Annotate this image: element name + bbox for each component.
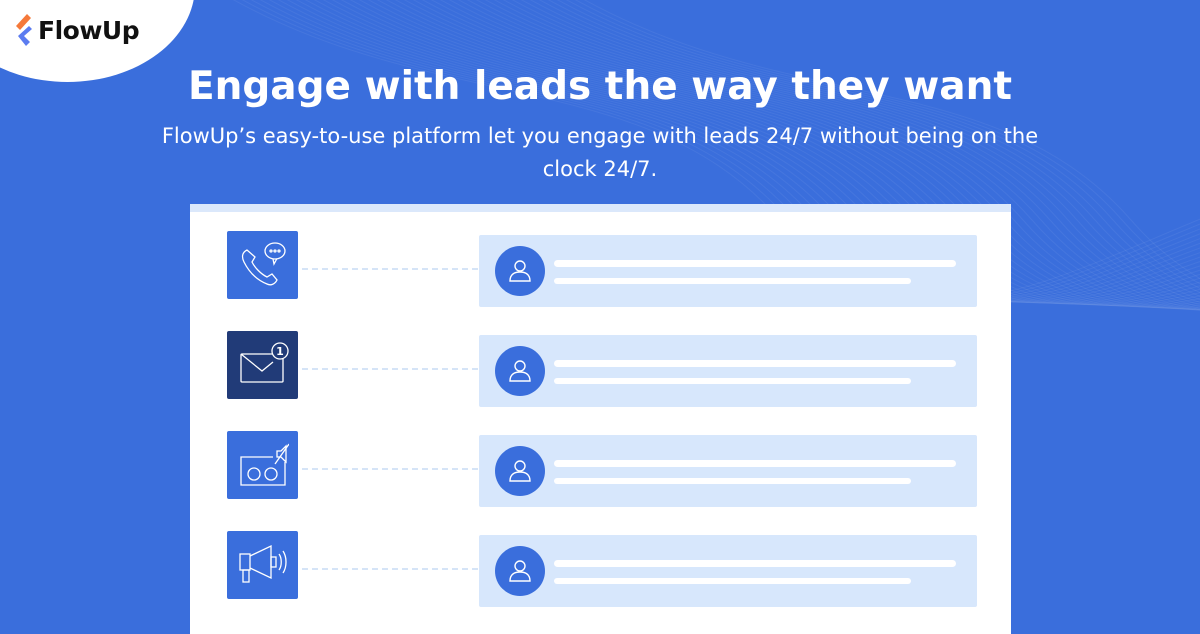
phone-chat-icon [227, 231, 298, 299]
wave-line [566, 0, 1200, 289]
wave-line [422, 0, 1200, 308]
user-avatar-icon [495, 246, 545, 296]
wave-line [512, 0, 1200, 308]
user-avatar-icon [495, 546, 545, 596]
notification-badge: 1 [276, 345, 284, 358]
engagement-card: 1 [190, 204, 1011, 634]
subheadline: FlowUp’s easy-to-use platform let you en… [161, 124, 1039, 181]
wave-line [395, 0, 1200, 307]
channel-row-email: 1 [190, 331, 1011, 407]
wave-line [440, 0, 1200, 309]
lead-message [479, 535, 977, 607]
logo-text: FlowUp [38, 15, 140, 45]
wave-line [548, 0, 1200, 297]
wave-line [539, 0, 1200, 301]
wave-line [413, 0, 1200, 308]
connector-line [302, 568, 478, 570]
lead-message [479, 335, 977, 407]
user-avatar-icon [495, 446, 545, 496]
wave-line [332, 0, 1200, 304]
wave-line [557, 0, 1200, 294]
wave-line [377, 0, 1200, 306]
wave-line [584, 0, 1200, 280]
megaphone-icon [227, 531, 298, 599]
email-notification-icon: 1 [227, 331, 298, 399]
wave-line [323, 0, 1200, 304]
card-top-strip [190, 204, 1011, 212]
wave-line [359, 0, 1200, 305]
connector-line [302, 268, 478, 270]
wave-line [575, 0, 1200, 285]
wave-line [467, 0, 1200, 311]
wave-line [485, 0, 1200, 311]
headline: Engage with leads the way they want [187, 64, 1012, 109]
connector-line [302, 468, 478, 470]
message-line [554, 478, 911, 484]
wave-line [368, 0, 1200, 306]
wave-line [431, 0, 1200, 309]
wave-line [314, 0, 1200, 303]
message-line [554, 360, 956, 367]
wave-line [521, 0, 1200, 306]
user-avatar-icon [495, 346, 545, 396]
wave-line [494, 0, 1200, 310]
wave-line [503, 0, 1200, 309]
connector-line [302, 368, 478, 370]
wave-line [530, 0, 1200, 303]
wave-line [386, 0, 1200, 306]
wave-line [476, 0, 1200, 311]
wave-line [296, 0, 1200, 303]
message-line [554, 260, 956, 267]
channel-row-broadcast [190, 531, 1011, 607]
wave-line [449, 0, 1200, 310]
flowup-logo-icon [16, 14, 32, 46]
message-line [554, 578, 911, 584]
channel-row-voicemail [190, 431, 1011, 507]
message-line [554, 560, 956, 567]
message-line [554, 378, 911, 384]
logo[interactable]: FlowUp [12, 12, 140, 48]
message-line [554, 460, 956, 467]
voicemail-muted-icon [227, 431, 298, 499]
wave-line [305, 0, 1200, 303]
channel-row-phone [190, 231, 1011, 307]
wave-line [341, 0, 1200, 304]
wave-line [404, 0, 1200, 307]
lead-message [479, 235, 977, 307]
wave-line [350, 0, 1200, 305]
message-line [554, 278, 911, 284]
wave-line [458, 0, 1200, 310]
lead-message [479, 435, 977, 507]
